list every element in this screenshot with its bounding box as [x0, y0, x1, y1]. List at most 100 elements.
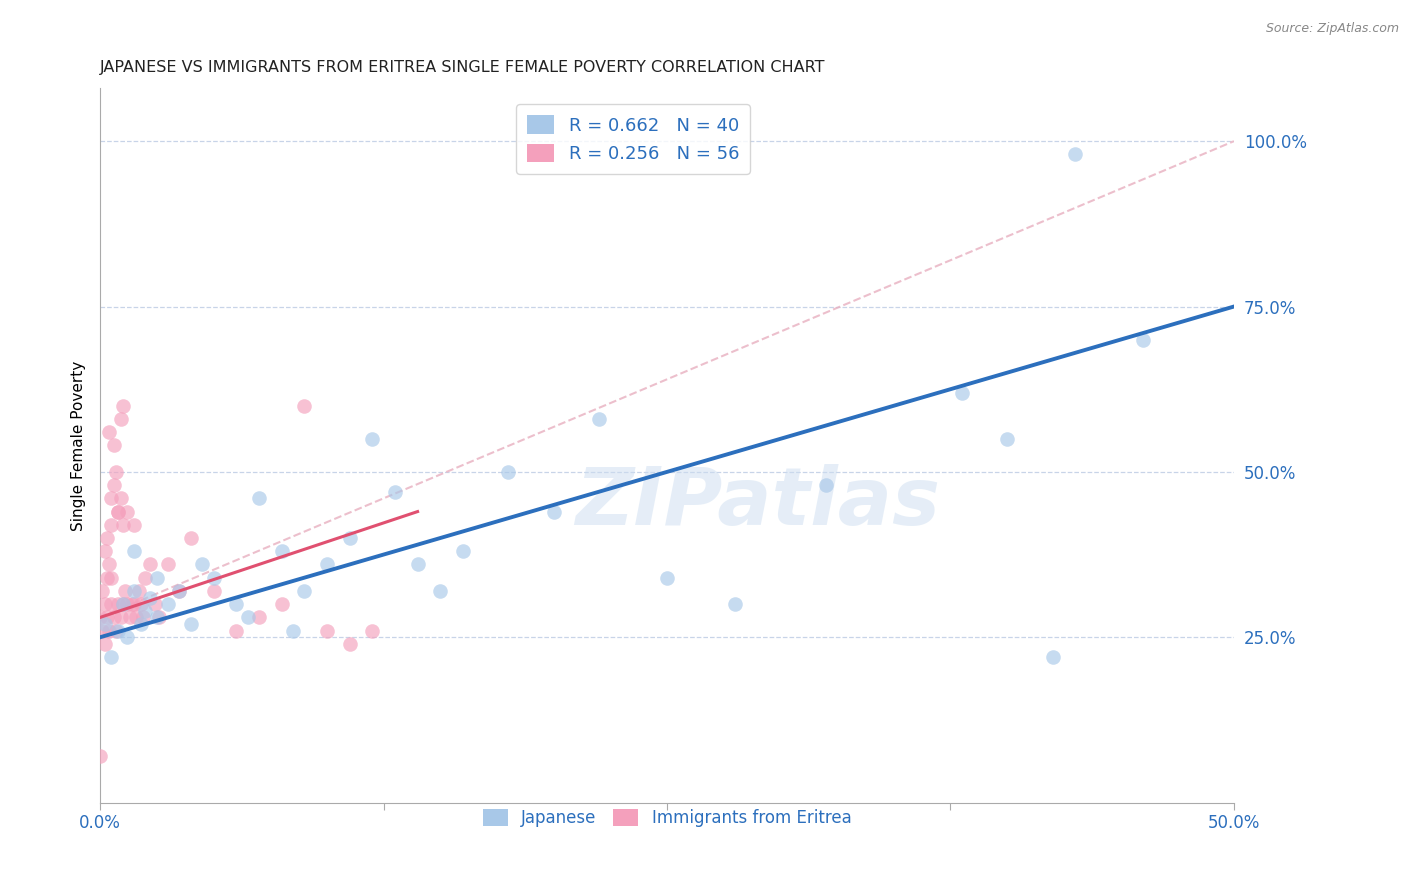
Point — [125, 610, 148, 624]
Point — [247, 491, 270, 506]
Point — [180, 617, 202, 632]
Point — [339, 531, 361, 545]
Text: Source: ZipAtlas.com: Source: ZipAtlas.com — [1265, 22, 1399, 36]
Point — [169, 583, 191, 598]
Point — [191, 558, 214, 572]
Point — [110, 491, 132, 506]
Point — [100, 491, 122, 506]
Point — [814, 478, 837, 492]
Text: JAPANESE VS IMMIGRANTS FROM ERITREA SINGLE FEMALE POVERTY CORRELATION CHART: JAPANESE VS IMMIGRANTS FROM ERITREA SING… — [100, 60, 825, 75]
Point — [93, 637, 115, 651]
Point — [1042, 650, 1064, 665]
Point — [157, 597, 180, 611]
Point — [111, 597, 134, 611]
Point — [100, 517, 122, 532]
Point — [111, 399, 134, 413]
Point — [588, 412, 610, 426]
Point — [202, 571, 225, 585]
Point — [498, 465, 520, 479]
Point — [121, 597, 143, 611]
Point — [139, 558, 162, 572]
Point — [111, 517, 134, 532]
Point — [114, 583, 136, 598]
Point — [132, 610, 155, 624]
Point — [128, 583, 150, 598]
Point — [339, 637, 361, 651]
Point — [270, 544, 292, 558]
Point — [98, 425, 121, 440]
Point — [107, 505, 129, 519]
Point — [180, 531, 202, 545]
Point — [146, 610, 169, 624]
Point — [100, 571, 122, 585]
Point — [134, 571, 156, 585]
Point — [169, 583, 191, 598]
Point — [315, 624, 337, 638]
Point — [1064, 147, 1087, 161]
Point — [361, 432, 384, 446]
Point — [117, 630, 139, 644]
Point — [111, 597, 134, 611]
Point — [122, 597, 145, 611]
Point — [96, 571, 118, 585]
Point — [110, 610, 132, 624]
Point — [1132, 333, 1154, 347]
Point — [117, 597, 139, 611]
Point — [236, 610, 259, 624]
Point — [406, 558, 429, 572]
Point — [543, 505, 565, 519]
Point — [315, 558, 337, 572]
Text: ZIPatlas: ZIPatlas — [575, 464, 941, 541]
Point — [270, 597, 292, 611]
Point — [655, 571, 678, 585]
Point — [384, 484, 406, 499]
Point — [96, 531, 118, 545]
Point — [103, 478, 125, 492]
Point — [950, 385, 973, 400]
Point — [429, 583, 451, 598]
Point — [103, 610, 125, 624]
Point — [146, 571, 169, 585]
Point — [139, 591, 162, 605]
Point — [995, 432, 1018, 446]
Point — [96, 610, 118, 624]
Point — [134, 604, 156, 618]
Point — [100, 597, 122, 611]
Point — [93, 544, 115, 558]
Point — [103, 438, 125, 452]
Point — [107, 597, 129, 611]
Point — [122, 544, 145, 558]
Point — [93, 617, 115, 632]
Point — [118, 610, 141, 624]
Y-axis label: Single Female Poverty: Single Female Poverty — [72, 360, 86, 531]
Point — [292, 399, 315, 413]
Point — [451, 544, 474, 558]
Point — [148, 610, 170, 624]
Point — [129, 617, 152, 632]
Point — [129, 597, 152, 611]
Point — [98, 624, 121, 638]
Point — [281, 624, 304, 638]
Point — [105, 624, 128, 638]
Point — [107, 505, 129, 519]
Point — [89, 610, 111, 624]
Point — [91, 624, 114, 638]
Point — [122, 583, 145, 598]
Point — [247, 610, 270, 624]
Legend: Japanese, Immigrants from Eritrea: Japanese, Immigrants from Eritrea — [477, 802, 858, 833]
Point — [122, 517, 145, 532]
Point — [292, 583, 315, 598]
Point — [225, 624, 247, 638]
Point — [110, 412, 132, 426]
Point — [724, 597, 747, 611]
Point — [89, 749, 111, 764]
Point — [98, 558, 121, 572]
Point — [93, 597, 115, 611]
Point — [91, 583, 114, 598]
Point — [361, 624, 384, 638]
Point — [143, 597, 166, 611]
Point — [202, 583, 225, 598]
Point — [117, 505, 139, 519]
Point — [225, 597, 247, 611]
Point — [107, 624, 129, 638]
